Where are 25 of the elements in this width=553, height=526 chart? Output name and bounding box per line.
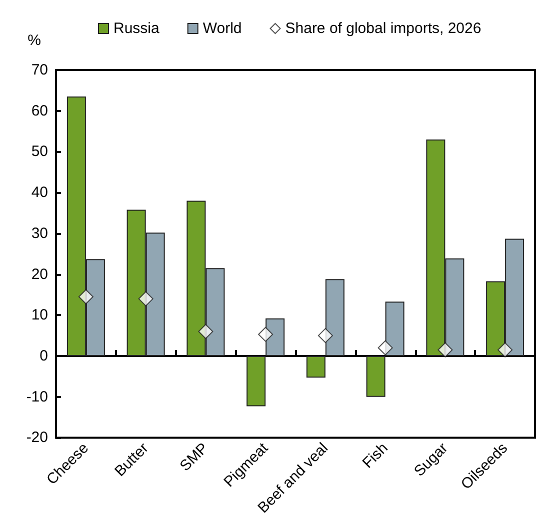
y-tick-label: 10 <box>31 306 48 324</box>
x-tick-label: Fish <box>359 440 392 472</box>
y-tick-label: 30 <box>31 224 48 242</box>
point <box>78 289 94 304</box>
y-tick-label: -20 <box>26 429 48 446</box>
bar <box>306 356 326 378</box>
y-tick-label: 0 <box>40 347 48 364</box>
y-tick-label: 60 <box>31 102 48 120</box>
y-tick-label: -10 <box>26 388 48 406</box>
point <box>258 326 274 342</box>
legend-label: World <box>202 20 242 37</box>
point <box>378 340 393 356</box>
y-tick-label: 20 <box>31 266 48 283</box>
y-tick-label: 50 <box>31 143 48 160</box>
point <box>198 324 214 339</box>
point <box>318 328 333 344</box>
bar <box>246 356 266 406</box>
point <box>138 291 154 306</box>
legend-label: Russia <box>114 20 160 37</box>
y-axis-title: % <box>28 32 41 49</box>
point <box>498 342 513 358</box>
y-tick-label: 70 <box>31 62 48 78</box>
y-tick-label: 40 <box>31 184 48 202</box>
legend-label: Share of global imports, 2026 <box>285 20 482 37</box>
point <box>438 342 453 358</box>
